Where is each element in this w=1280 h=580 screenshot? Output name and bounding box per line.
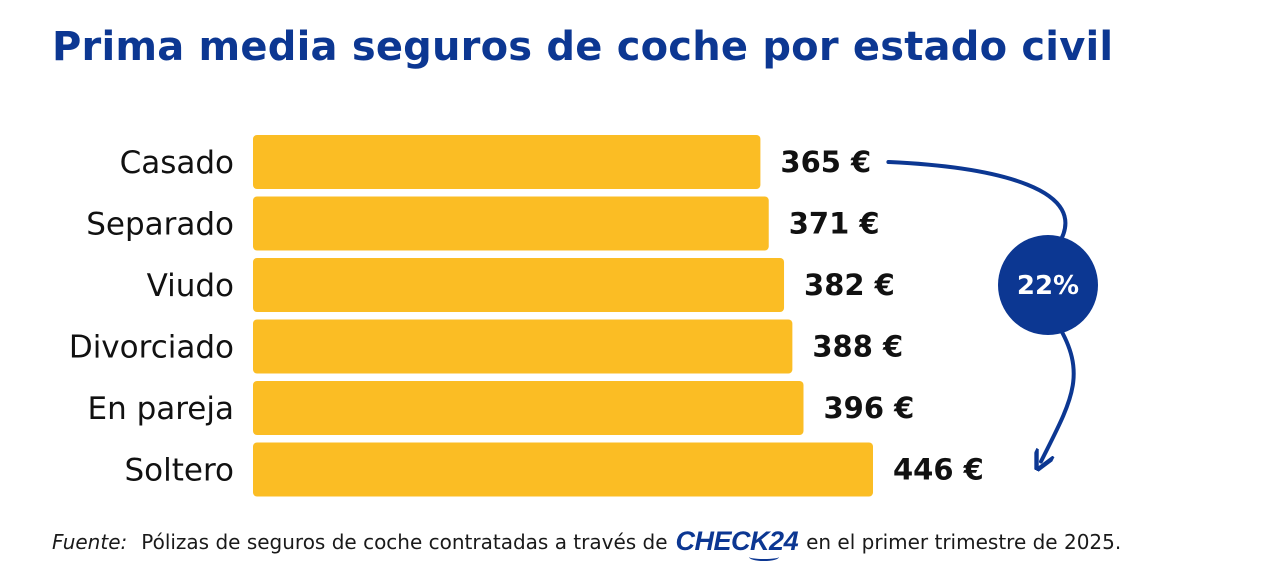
category-label: Divorciado <box>69 330 234 366</box>
category-label: Soltero <box>124 453 234 489</box>
value-label: 365 € <box>780 145 871 179</box>
bar-casado <box>253 135 761 189</box>
value-label: 382 € <box>804 268 895 302</box>
curved-arrow-icon <box>886 160 1076 462</box>
percent-badge-label: 22% <box>1017 271 1079 301</box>
category-label: Casado <box>120 145 234 181</box>
value-label: 446 € <box>893 453 984 487</box>
percent-badge <box>998 235 1098 335</box>
value-label: 388 € <box>812 330 903 364</box>
bar-soltero <box>253 442 873 497</box>
bar-en-pareja <box>253 381 804 435</box>
change-annotation: 22% <box>886 160 1098 462</box>
category-label: Viudo <box>147 268 234 304</box>
bar-viudo <box>253 258 785 312</box>
source-label: Fuente: <box>52 529 128 554</box>
value-label: 396 € <box>823 391 914 425</box>
category-label: Separado <box>86 207 234 243</box>
logo-swoosh-icon <box>749 553 780 561</box>
bar-chart: Casado 365 € Separado 371 € Viudo 382 € Divorc… <box>69 135 1098 497</box>
source-footer: Fuente: Pólizas de seguros de coche cont… <box>52 526 1122 561</box>
bars-group: Casado 365 € Separado 371 € Viudo 382 € Divorc… <box>69 135 984 497</box>
bar-divorciado <box>253 319 793 374</box>
logo-text: CHECK24 <box>675 526 799 556</box>
chart-title: Prima media seguros de coche por estado … <box>52 24 1114 70</box>
bar-separado <box>253 196 769 251</box>
source-period: en el primer trimestre de 2025. <box>806 529 1122 554</box>
category-label: En pareja <box>87 391 234 427</box>
value-label: 371 € <box>789 207 880 241</box>
source-text: Pólizas de seguros de coche contratadas … <box>141 529 668 554</box>
check24-logo: CHECK24 <box>675 526 799 561</box>
